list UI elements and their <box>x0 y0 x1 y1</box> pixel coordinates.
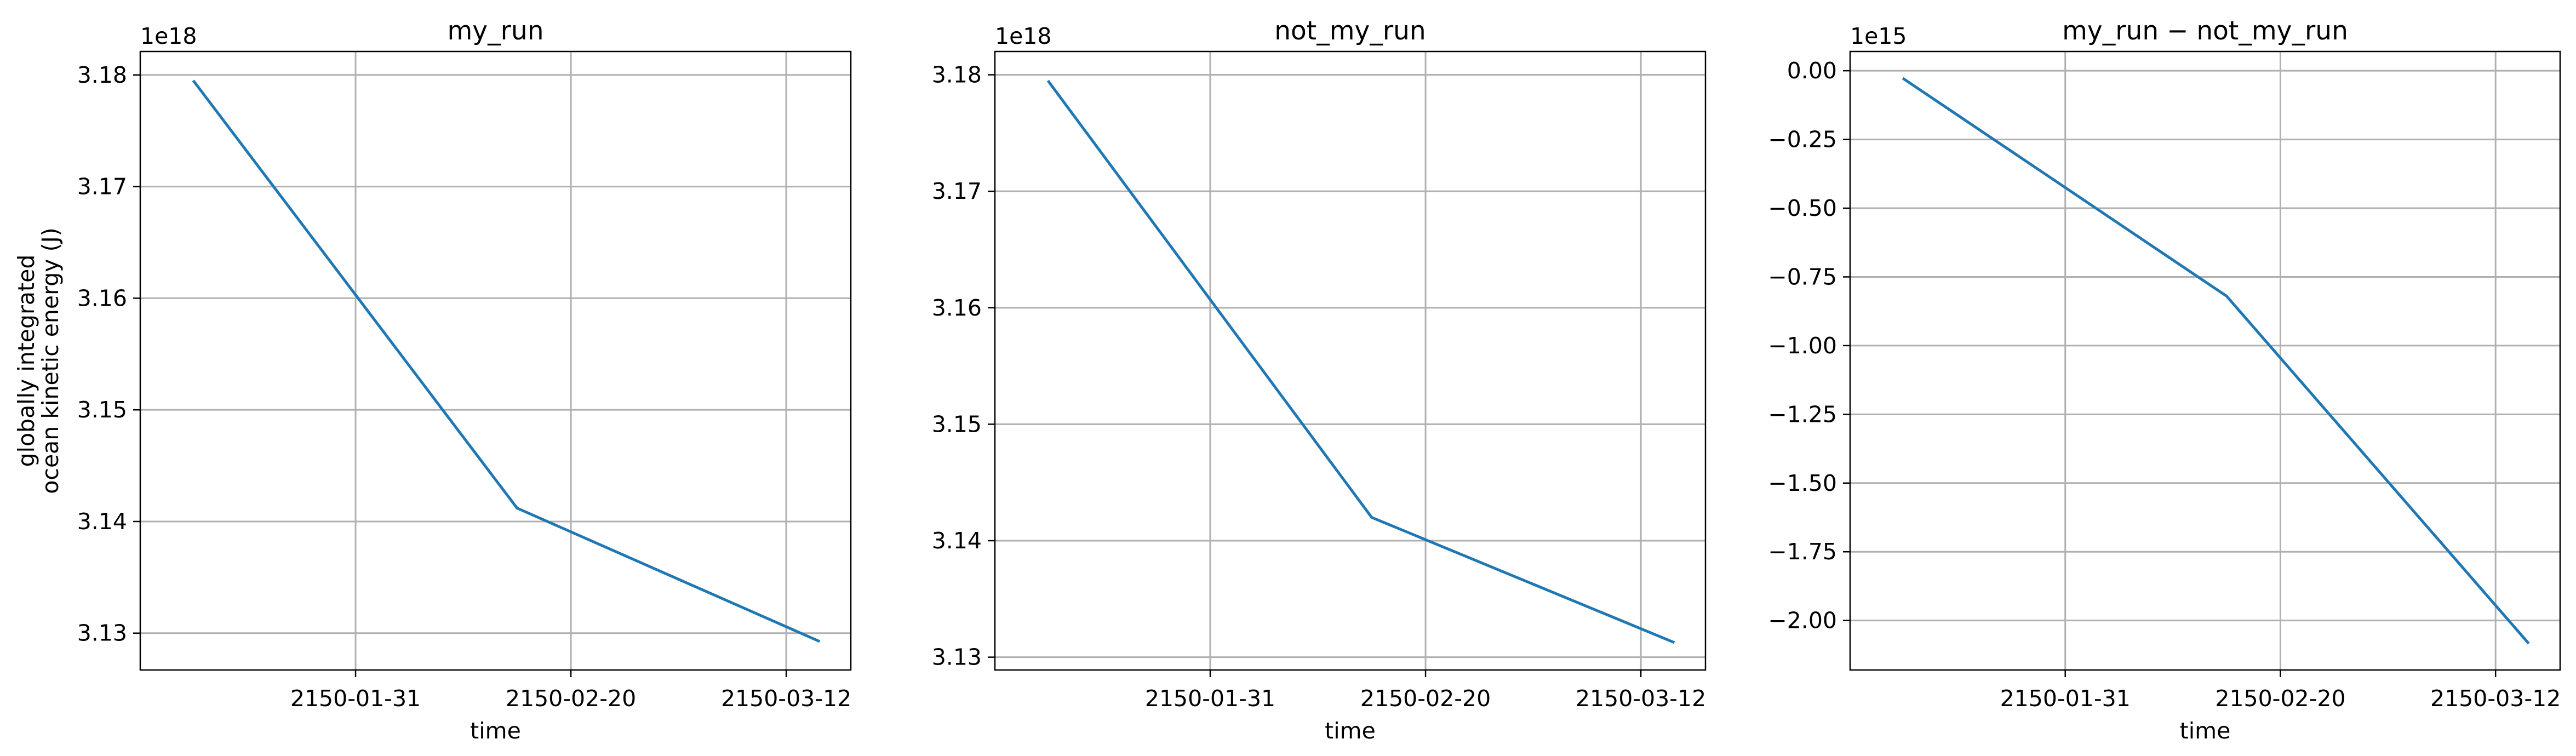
y-tick-label: −0.75 <box>1768 264 1837 290</box>
y-axis-label: ocean kinetic energy (J) <box>37 227 64 494</box>
y-tick-label: −1.50 <box>1768 470 1837 496</box>
axes-frame <box>994 50 1707 671</box>
y-tick-label: −2.00 <box>1768 608 1837 634</box>
y-offset-label: 1e15 <box>1850 23 1907 49</box>
y-tick-label: 3.14 <box>932 528 982 554</box>
x-tick-label: 2150-01-31 <box>2000 685 2131 712</box>
y-tick-label: 3.13 <box>77 620 127 646</box>
series-line <box>192 79 821 643</box>
y-offset-label: 1e18 <box>995 23 1051 49</box>
x-tick-label: 2150-03-12 <box>2430 685 2561 712</box>
x-tick-label: 2150-01-31 <box>290 685 421 712</box>
y-tick-label: 3.14 <box>77 508 127 535</box>
y-tick-label: 3.17 <box>932 178 982 204</box>
y-tick-label: −0.25 <box>1768 127 1837 153</box>
y-tick-label: 3.18 <box>77 62 127 88</box>
x-tick-label: 2150-03-12 <box>1576 685 1706 712</box>
y-tick-label: −0.50 <box>1768 195 1837 221</box>
chart-panel-1: 2150-01-31 2150-02-20 2150-03-12 3.13 3.14 3.… <box>13 16 852 744</box>
chart-panel-3: 2150-01-31 2150-02-20 2150-03-12 0.00 −0.25 −… <box>1768 16 2561 744</box>
series-line <box>1902 77 2530 645</box>
y-tick-label: 3.17 <box>77 174 127 200</box>
chart-panel-2: 2150-01-31 2150-02-20 2150-03-12 3.13 3.14 3.… <box>932 16 1707 744</box>
x-tick-label: 2150-02-20 <box>2215 685 2345 712</box>
y-tick-label: 3.16 <box>932 295 982 321</box>
x-axis-label: time <box>1325 718 1376 744</box>
x-tick-label: 2150-02-20 <box>506 685 636 712</box>
y-tick-label: −1.25 <box>1768 401 1837 427</box>
x-tick-label: 2150-01-31 <box>1145 685 1275 712</box>
y-tick-label: 3.16 <box>77 285 127 311</box>
chart-title: not_my_run <box>1274 16 1426 46</box>
series-line <box>1046 79 1675 644</box>
x-axis-label: time <box>2180 718 2231 744</box>
y-offset-label: 1e18 <box>140 23 197 49</box>
x-tick-label: 2150-03-12 <box>721 685 851 712</box>
y-tick-label: 0.00 <box>1787 58 1837 84</box>
y-tick-label: −1.00 <box>1768 333 1837 359</box>
y-axis-label: globally integrated <box>13 255 39 467</box>
y-tick-label: −1.75 <box>1768 539 1837 565</box>
y-tick-label: 3.15 <box>932 411 982 437</box>
axes-frame <box>139 50 852 671</box>
y-tick-label: 3.18 <box>932 62 982 88</box>
chart-title: my_run <box>448 16 544 46</box>
axes-frame <box>1849 50 2561 671</box>
y-tick-label: 3.15 <box>77 397 127 423</box>
x-axis-label: time <box>470 718 521 744</box>
y-tick-label: 3.13 <box>932 644 982 671</box>
x-tick-label: 2150-02-20 <box>1360 685 1491 712</box>
chart-title: my_run − not_my_run <box>2062 16 2348 46</box>
